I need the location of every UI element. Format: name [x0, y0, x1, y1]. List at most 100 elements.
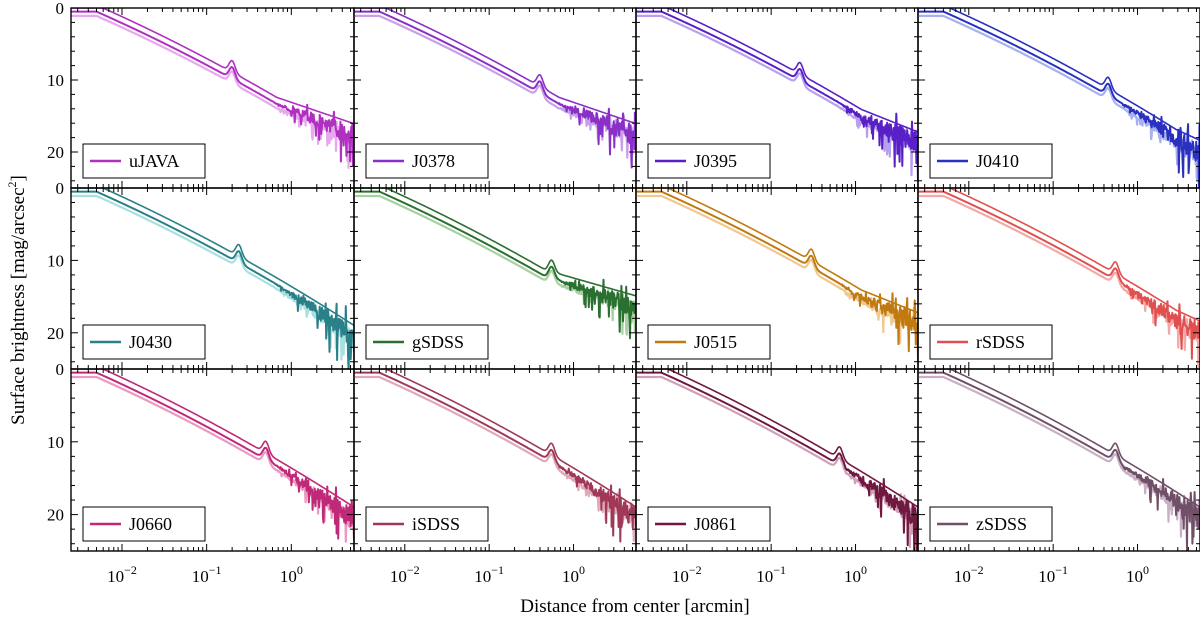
x-tick-label: 100	[1126, 563, 1149, 586]
panel-series-group	[918, 369, 1200, 551]
legend-J0395: J0395	[647, 143, 771, 179]
series-smooth	[354, 369, 636, 508]
x-tick-exp: 0	[861, 563, 867, 577]
x-tick-labels: 10−2 10−1 100 10−2 10−1 100 10−2 10−1 100 10−2 10−…	[107, 563, 1149, 586]
y-tick-label: 0	[56, 179, 65, 198]
x-tick-exp: 0	[1143, 563, 1149, 577]
series-smooth	[636, 8, 918, 133]
x-tick-label: 10−1	[474, 563, 504, 586]
y-tick-label: 10	[47, 71, 64, 90]
x-tick-base: 10	[756, 567, 773, 586]
x-axis-title: Distance from center [arcmin]	[520, 596, 749, 617]
x-tick-exp: −1	[491, 563, 504, 577]
legend-box	[365, 506, 489, 542]
legend-label: zSDSS	[976, 514, 1027, 534]
x-tick-exp: −1	[209, 563, 222, 577]
x-tick-exp: 0	[579, 563, 585, 577]
series-light	[354, 14, 636, 159]
panel-series-group	[918, 8, 1200, 188]
series-smooth	[354, 8, 636, 125]
series-dark	[918, 371, 1200, 551]
x-tick-base: 10	[280, 567, 297, 586]
legend-rSDSS: rSDSS	[929, 324, 1053, 360]
x-tick-base: 10	[672, 567, 689, 586]
x-tick-label: 100	[844, 563, 867, 586]
panel-series-group	[71, 188, 354, 369]
y-axis-title-close: ]	[8, 175, 29, 181]
x-tick-label: 10−2	[954, 563, 984, 586]
series-dark	[354, 10, 636, 169]
y-axis-title: Surface brightness [mag/arcsec2]	[5, 175, 29, 425]
panel-iSDSS: iSDSS	[353, 368, 637, 552]
x-tick-label: 10−2	[107, 563, 137, 586]
series-smooth	[918, 369, 1200, 508]
y-tick-labels: 0 10 20 0 10 20 0 10 20	[47, 0, 64, 525]
series-light	[354, 194, 636, 336]
panel-J0378: J0378	[353, 7, 637, 189]
x-tick-label: 10−2	[390, 563, 420, 586]
y-tick-label: 10	[47, 433, 64, 452]
y-tick-label: 0	[56, 360, 65, 379]
legend-J0660: J0660	[82, 506, 206, 542]
panel-series-group	[354, 8, 636, 169]
panel-uJAVA: uJAVA	[70, 7, 355, 189]
panel-J0410: J0410	[917, 7, 1200, 189]
x-tick-label: 10−1	[1038, 563, 1068, 586]
panel-series-group	[918, 188, 1200, 369]
series-smooth	[918, 8, 1200, 142]
panel-frame	[917, 368, 1200, 552]
x-tick-exp: −1	[1055, 563, 1068, 577]
series-dark	[918, 10, 1200, 188]
panel-series-group	[636, 8, 918, 181]
series-dark	[636, 371, 918, 551]
panel-J0395: J0395	[635, 7, 919, 189]
y-tick-label: 20	[47, 143, 64, 162]
legend-box	[365, 324, 489, 360]
y-tick-label: 20	[47, 324, 64, 343]
legend-label: rSDSS	[976, 332, 1025, 352]
series-smooth	[918, 188, 1200, 322]
series-dark	[71, 371, 354, 541]
x-tick-label: 100	[562, 563, 585, 586]
legend-label: J0430	[129, 332, 172, 352]
y-tick-label: 0	[56, 0, 65, 18]
panel-rSDSS: rSDSS	[917, 187, 1200, 370]
legend-J0515: J0515	[647, 324, 771, 360]
panel-series-group	[354, 369, 636, 543]
series-light	[918, 375, 1200, 538]
series-dark	[71, 10, 354, 167]
panel-J0430: J0430	[70, 187, 355, 370]
x-tick-base: 10	[1126, 567, 1143, 586]
series-dark	[71, 190, 354, 369]
series-smooth	[636, 369, 918, 508]
panel-zSDSS: zSDSS	[917, 368, 1200, 552]
panel-series-group	[71, 8, 354, 170]
x-tick-base: 10	[192, 567, 209, 586]
y-axis-title-main: Surface brightness [mag/arcsec	[8, 187, 29, 424]
series-smooth	[71, 369, 354, 508]
legend-label: gSDSS	[412, 332, 464, 352]
y-tick-label: 20	[47, 506, 64, 525]
legend-label: J0395	[694, 151, 737, 171]
x-tick-base: 10	[474, 567, 491, 586]
series-light	[918, 14, 1200, 180]
legend-J0410: J0410	[929, 143, 1053, 179]
x-tick-exp: −1	[773, 563, 786, 577]
x-tick-base: 10	[107, 567, 124, 586]
panel-J0660: J0660	[70, 368, 355, 552]
legend-J0861: J0861	[647, 506, 771, 542]
x-tick-label: 100	[280, 563, 303, 586]
legend-uJAVA: uJAVA	[82, 143, 206, 179]
series-light	[354, 375, 636, 542]
x-tick-base: 10	[562, 567, 579, 586]
legend-iSDSS: iSDSS	[365, 506, 489, 542]
x-tick-label: 10−1	[756, 563, 786, 586]
panel-gSDSS: gSDSS	[353, 187, 637, 370]
legend-label: J0515	[694, 332, 737, 352]
series-dark	[354, 190, 636, 340]
panel-J0515: J0515	[635, 187, 919, 370]
series-light	[71, 194, 354, 361]
series-dark	[636, 190, 918, 362]
series-smooth	[636, 188, 918, 314]
